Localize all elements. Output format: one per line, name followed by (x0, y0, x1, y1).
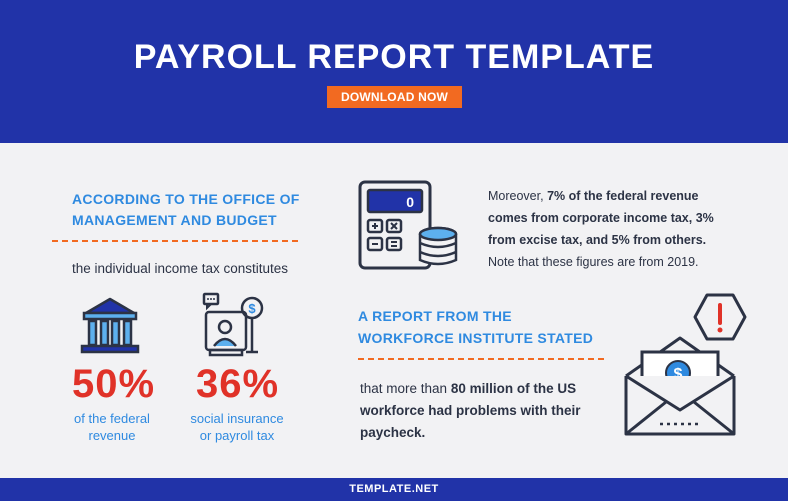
right-para2-line1: that more than 80 million of the US (360, 381, 577, 396)
stat2-caption-line2: or payroll tax (199, 428, 275, 443)
left-divider (52, 240, 298, 242)
right-para2-line3: paycheck. (360, 425, 426, 440)
page-title: PAYROLL REPORT TEMPLATE (133, 38, 655, 76)
svg-text:$: $ (674, 366, 683, 383)
calculator-coins-icon: 0 (358, 180, 458, 270)
right-para1-line4: Note that these figures are from 2019. (488, 255, 699, 269)
footer-brand[interactable]: TEMPLATE.NET (0, 478, 788, 501)
right-para1-line1: Moreover, 7% of the federal revenue (488, 189, 699, 203)
svg-text:$: $ (248, 301, 256, 316)
right-divider (358, 358, 604, 360)
stat1-caption-line2: revenue (88, 428, 136, 443)
stat1-value: 50% (72, 362, 156, 406)
right-para2-line2: workforce had problems with their (360, 403, 581, 418)
warning-icon (693, 293, 747, 341)
right-para1-line2: comes from corporate income tax, 3% (488, 211, 714, 225)
finance-worker-icon: $ (202, 292, 264, 357)
right-heading-line2: WORKFORCE INSTITUTE STATED (358, 330, 594, 346)
right-para1-line3: from excise tax, and 5% from others. (488, 233, 707, 247)
left-heading-line1: ACCORDING TO THE OFFICE OF (72, 191, 300, 207)
left-intro-text: the individual income tax constitutes (71, 261, 289, 276)
svg-text:0: 0 (406, 194, 414, 210)
stat2-value: 36% (196, 362, 280, 406)
download-now-button[interactable]: DOWNLOAD NOW (327, 86, 462, 108)
stat2-caption-line1: social insurance (190, 411, 284, 426)
envelope-money-icon: $ (624, 336, 736, 436)
left-heading-line2: MANAGEMENT AND BUDGET (72, 212, 277, 228)
header-banner: PAYROLL REPORT TEMPLATE DOWNLOAD NOW (0, 0, 788, 143)
right-heading-line1: A REPORT FROM THE (358, 308, 512, 324)
stat1-caption-line1: of the federal (74, 411, 150, 426)
government-building-icon (80, 297, 140, 354)
